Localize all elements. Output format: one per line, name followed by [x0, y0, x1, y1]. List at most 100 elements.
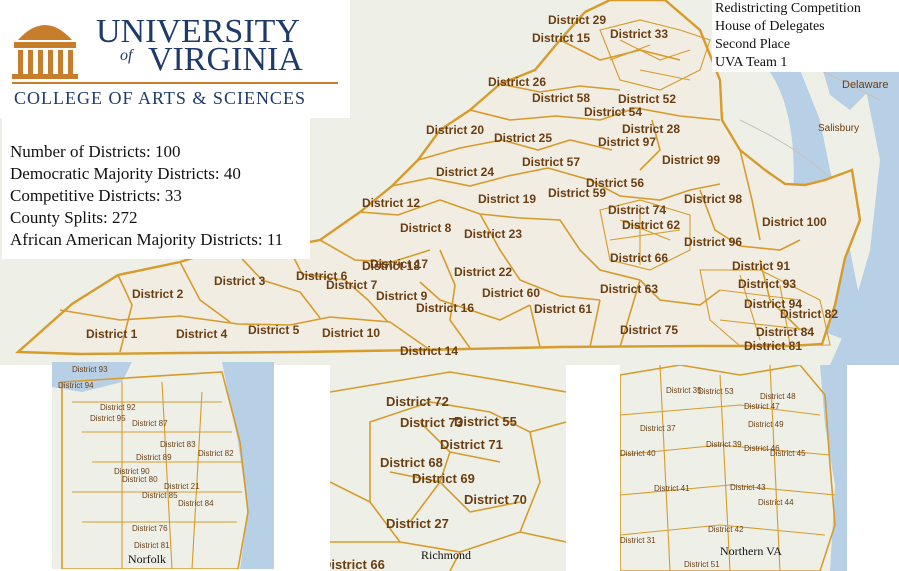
- district-label: District 66: [330, 557, 385, 571]
- inset-district-lines: [389, 421, 521, 523]
- district-label: District 33: [610, 27, 668, 41]
- district-label: District 2: [132, 287, 184, 301]
- district-label: District 47: [744, 402, 780, 411]
- district-label: District 93: [72, 365, 108, 374]
- district-boundary: [739, 149, 761, 241]
- northern-va-labels: District 35 District 53 District 48 Dist…: [620, 386, 806, 569]
- district-boundary: [439, 249, 471, 349]
- district-label: District 76: [132, 524, 168, 533]
- district-label: District 91: [732, 259, 790, 273]
- district-label: District 95: [90, 414, 126, 423]
- district-label-group: District 29 District 15 District 33 Dist…: [86, 13, 838, 358]
- district-label: District 37: [640, 424, 676, 433]
- district-label: District 8: [400, 221, 452, 235]
- district-boundary: [117, 274, 133, 353]
- district-label: District 75: [620, 323, 678, 337]
- northern-va-cluster: [599, 19, 711, 91]
- district-boundary: [59, 309, 431, 351]
- district-label: District 7: [326, 278, 378, 292]
- district-boundary: [759, 259, 801, 331]
- plan-stats-box: Number of Districts: 100 Democratic Majo…: [2, 118, 310, 259]
- district-label: District 44: [758, 498, 794, 507]
- district-label: District 82: [198, 449, 234, 458]
- district-boundary: [639, 119, 661, 171]
- norfolk-labels: District 93 District 94 District 92 Dist…: [58, 365, 234, 550]
- district-label: District 22: [454, 265, 512, 279]
- uva-logo: UNIVERSITY of VIRGINIA COLLEGE OF ARTS &…: [0, 0, 350, 118]
- district-label: District 73: [400, 415, 463, 430]
- district-label: District 21: [164, 482, 200, 491]
- district-label: District 62: [622, 218, 680, 232]
- richmond-labels: District 72 District 73 District 55 Dist…: [330, 394, 527, 571]
- district-label: District 81: [744, 339, 802, 353]
- inset-district-lines: [72, 381, 242, 569]
- district-label: District 58: [532, 91, 590, 105]
- district-label: District 83: [160, 440, 196, 449]
- district-label: District 99: [662, 153, 720, 167]
- district-label: District 1: [86, 327, 138, 341]
- district-boundary: [499, 83, 621, 93]
- district-label: District 54: [584, 105, 642, 119]
- district-label: District 55: [454, 414, 517, 429]
- district-boundary: [699, 189, 801, 251]
- atlantic-water: [222, 362, 274, 569]
- district-label: District 63: [600, 282, 658, 296]
- district-label: District 94: [58, 381, 94, 390]
- district-label: District 56: [586, 176, 644, 190]
- district-label: District 27: [386, 516, 449, 531]
- norfolk-inset-map[interactable]: District 93 District 94 District 92 Dist…: [52, 362, 274, 569]
- inset-boundary: [369, 401, 541, 553]
- district-label: District 74: [608, 203, 666, 217]
- district-boundary: [547, 167, 721, 201]
- district-label: District 84: [756, 325, 814, 339]
- inset-boundary: [620, 365, 836, 571]
- district-boundary: [419, 281, 531, 321]
- district-boundary: [519, 217, 641, 281]
- district-boundary: [417, 139, 613, 161]
- hampton-roads-cluster: [699, 269, 831, 347]
- district-boundary: [359, 199, 521, 219]
- district-label: District 18: [362, 259, 420, 273]
- logo-college-text: COLLEGE OF ARTS & SCIENCES: [14, 88, 306, 108]
- district-label: District 97: [598, 135, 656, 149]
- district-boundary: [229, 245, 321, 319]
- district-label: District 93: [738, 277, 796, 291]
- district-label: District 45: [770, 449, 806, 458]
- district-label: District 82: [780, 307, 838, 321]
- district-boundary: [639, 279, 721, 306]
- district-boundary: [479, 213, 601, 301]
- district-label: District 15: [532, 31, 590, 45]
- district-label: District 96: [684, 235, 742, 249]
- stat-number-of-districts: Number of Districts: 100: [10, 142, 181, 161]
- northern-va-inset-map[interactable]: District 35 District 53 District 48 Dist…: [620, 365, 847, 571]
- richmond-caption: Richmond: [421, 548, 471, 562]
- district-label: District 61: [534, 302, 592, 316]
- district-label: District 57: [522, 155, 580, 169]
- competition-team: UVA Team 1: [715, 55, 788, 70]
- district-label: District 94: [744, 297, 802, 311]
- district-label: District 29: [548, 13, 606, 27]
- district-label: District 12: [362, 196, 420, 210]
- norfolk-caption: Norfolk: [128, 552, 166, 566]
- district-label: District 43: [730, 483, 766, 492]
- district-label: District 49: [748, 420, 784, 429]
- district-label: District 59: [548, 186, 606, 200]
- district-label: District 31: [620, 536, 656, 545]
- competition-chamber: House of Delegates: [715, 19, 825, 34]
- district-boundary: [469, 107, 721, 121]
- stat-african-american-majority: African American Majority Districts: 11: [10, 230, 284, 249]
- competition-info-box: Redistricting Competition House of Deleg…: [712, 0, 899, 72]
- richmond-inset-map[interactable]: District 72 District 73 District 55 Dist…: [330, 362, 566, 571]
- district-label: District 24: [436, 165, 494, 179]
- district-label: District 70: [464, 492, 527, 507]
- district-label: District 98: [684, 192, 742, 206]
- district-label: District 16: [416, 301, 474, 315]
- inset-district-lines: [620, 365, 836, 571]
- district-label: District 46: [744, 444, 780, 453]
- district-label: District 69: [412, 471, 475, 486]
- map-label-salisbury: Salisbury: [818, 123, 859, 134]
- district-label: District 85: [142, 491, 178, 500]
- district-label: District 71: [440, 437, 503, 452]
- district-boundary: [179, 261, 231, 323]
- district-label: District 6: [296, 269, 348, 283]
